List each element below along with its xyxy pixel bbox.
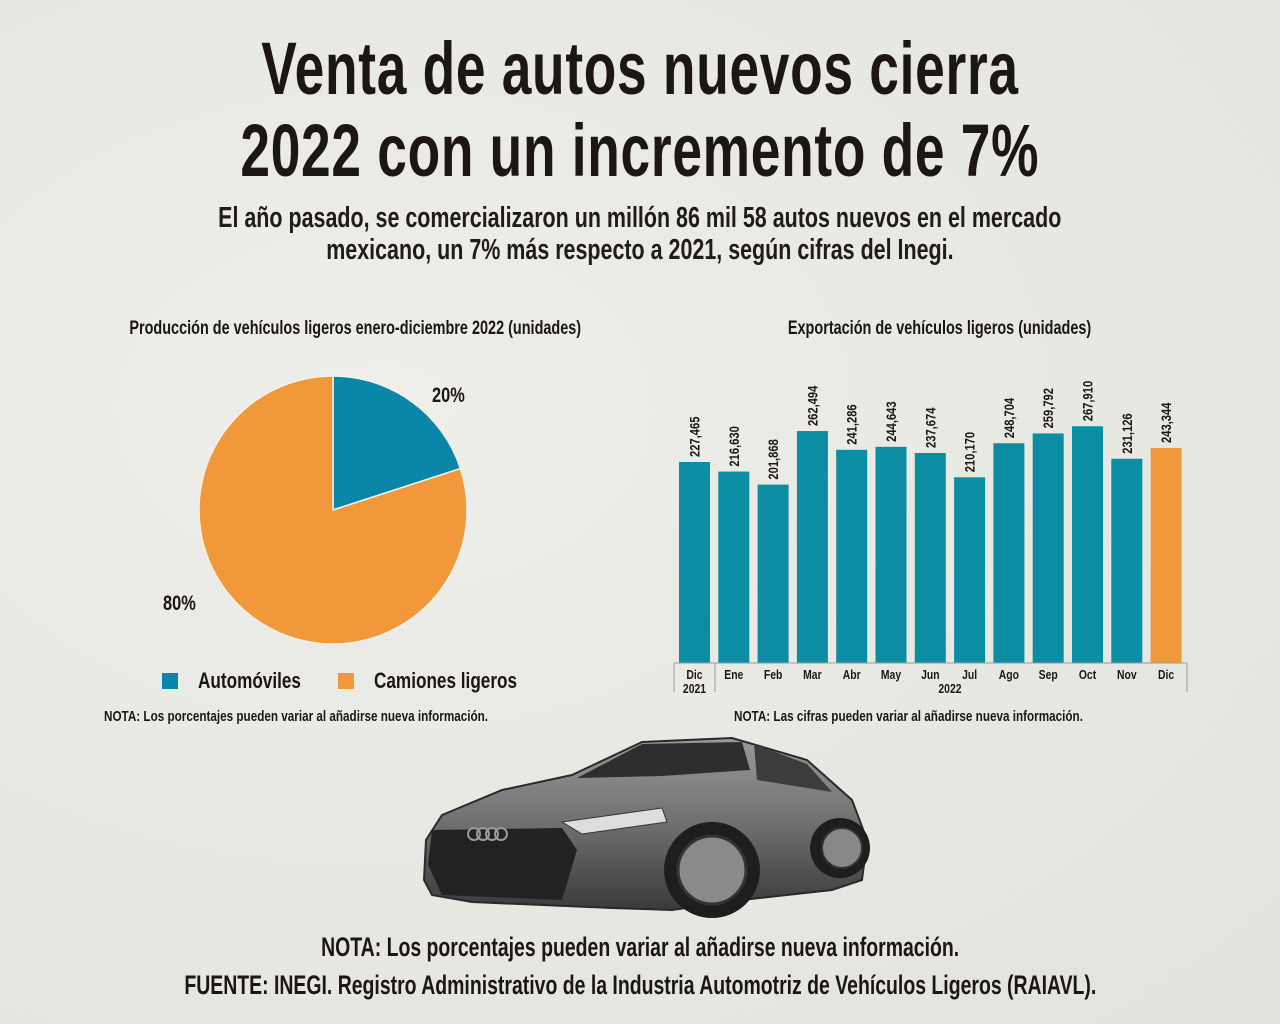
x-tick-label: Ene <box>724 668 743 682</box>
bar-value-label: 237,674 <box>923 408 938 448</box>
x-group-label: 2022 <box>938 682 962 696</box>
audi-rings <box>467 827 508 841</box>
bar-9 <box>1032 433 1064 663</box>
bar-value-label: 201,868 <box>766 439 781 479</box>
bar-value-label: 231,126 <box>1120 413 1135 453</box>
pie-chart-title: Producción de vehículos ligeros enero-di… <box>129 318 581 339</box>
x-tick-label: Abr <box>843 668 861 682</box>
x-tick-label: May <box>881 668 902 682</box>
bar-0 <box>679 462 710 663</box>
x-tick-label: Feb <box>764 668 782 682</box>
footer-note: NOTA: Los porcentajes pueden variar al a… <box>320 932 960 962</box>
bar-2 <box>757 484 789 663</box>
bar-3 <box>796 431 828 663</box>
car-grille <box>428 828 577 900</box>
legend-swatch-teal <box>162 673 178 689</box>
bar-4 <box>836 449 868 663</box>
legend-swatch-orange <box>338 673 354 689</box>
bar-value-label: 267,910 <box>1080 381 1095 421</box>
bar-chart-note: NOTA: Las cifras pueden variar al añadir… <box>734 708 1083 725</box>
x-tick-label: Oct <box>1079 668 1096 682</box>
bar-8 <box>993 443 1025 663</box>
bar-value-label: 227,465 <box>687 417 702 457</box>
x-tick-label: Jun <box>921 668 939 682</box>
bar-value-label: 244,643 <box>884 401 899 441</box>
bar-5 <box>875 446 907 663</box>
bar-value-label: 259,792 <box>1041 388 1056 428</box>
bar-7 <box>954 477 986 663</box>
car-windshield <box>577 742 750 778</box>
car-rear-rim <box>821 827 863 869</box>
bar-value-label: 241,286 <box>845 404 860 444</box>
bar-10 <box>1072 426 1103 663</box>
bar-6 <box>914 452 946 663</box>
x-tick-label: Jul <box>962 668 977 682</box>
car-image <box>422 736 870 918</box>
headline-line-2: 2022 con un incremento de 7% <box>240 109 1040 192</box>
pie-chart-note: NOTA: Los porcentajes pueden variar al a… <box>104 708 489 725</box>
pie-slice-camiones-ligeros <box>198 375 468 645</box>
x-tick-label: Nov <box>1117 668 1137 682</box>
bar-value-label: 248,704 <box>1002 398 1017 438</box>
x-tick-label: Dic <box>1158 668 1175 682</box>
x-tick-label: Sep <box>1039 668 1058 682</box>
x-tick-label: Dic <box>686 668 703 682</box>
bar-value-label: 262,494 <box>805 386 820 426</box>
bar-1 <box>718 471 750 663</box>
bar-12 <box>1150 447 1182 663</box>
bar-value-label: 243,344 <box>1159 403 1174 443</box>
headline-line-1: Venta de autos nuevos cierra <box>261 27 1019 110</box>
x-group-label: 2021 <box>683 682 707 696</box>
car-front-rim <box>676 834 748 906</box>
x-tick-label: Ago <box>999 668 1019 682</box>
car-headlight <box>560 807 668 835</box>
footer-source: FUENTE: INEGI. Registro Administrativo d… <box>184 970 1096 1000</box>
pie-label-camiones: 80% <box>163 592 196 615</box>
car-side-window <box>754 744 832 792</box>
bar-value-label: 216,630 <box>727 426 742 466</box>
subtitle-line-1: El año pasado, se comercializaron un mil… <box>218 202 1062 234</box>
bar-value-label: 210,170 <box>962 432 977 472</box>
bar-11 <box>1111 458 1143 663</box>
legend-item-camiones: Camiones ligeros <box>338 668 557 694</box>
legend-item-automoviles: Automóviles <box>162 668 330 694</box>
bar-chart-title: Exportación de vehículos ligeros (unidad… <box>788 318 1092 339</box>
pie-label-automoviles: 20% <box>432 384 465 407</box>
x-tick-label: Mar <box>803 668 822 682</box>
subtitle-line-2: mexicano, un 7% más respecto a 2021, seg… <box>326 234 954 266</box>
